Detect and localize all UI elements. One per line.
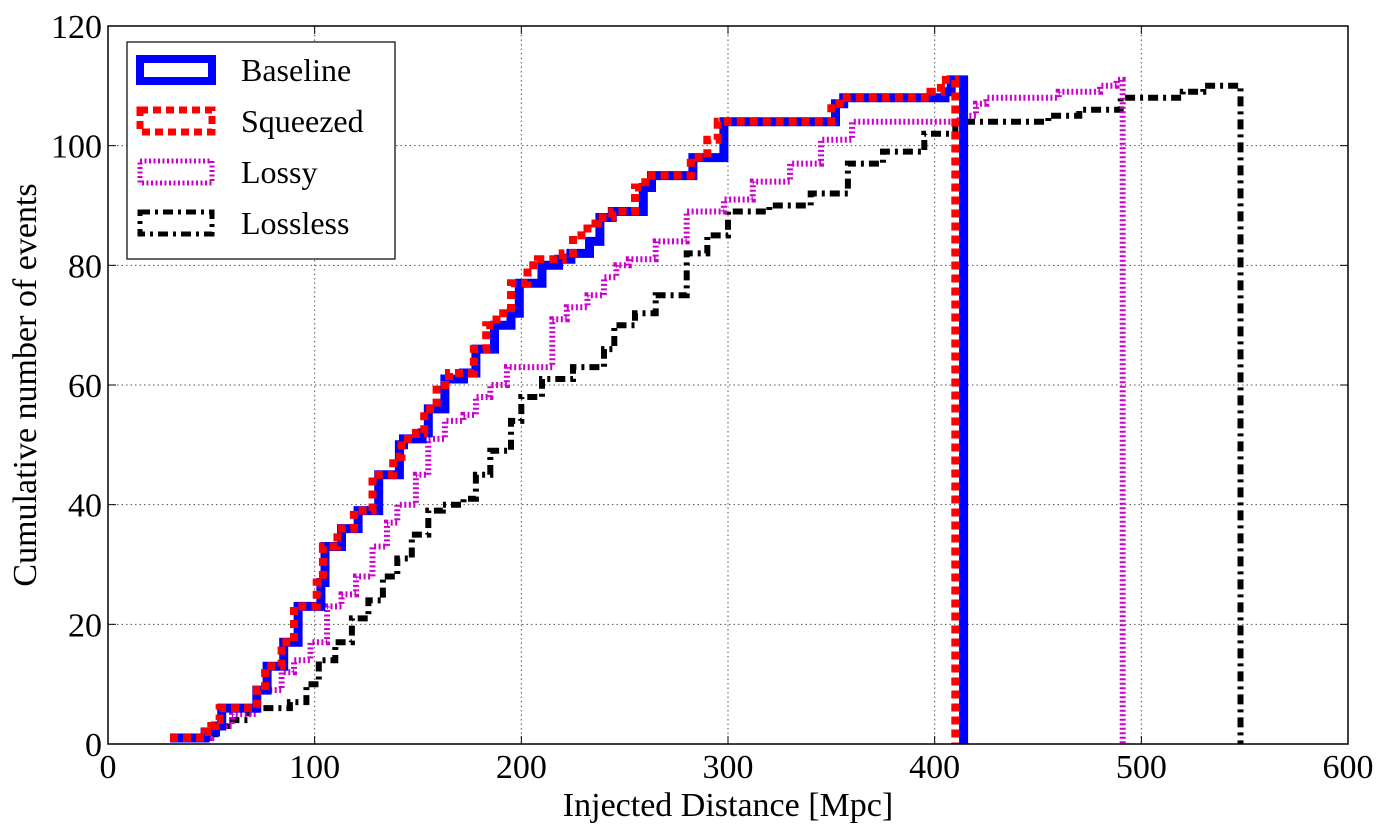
x-tick-label: 400 <box>909 749 960 786</box>
y-tick-label: 20 <box>68 607 102 644</box>
x-axis-title: Injected Distance [Mpc] <box>563 787 893 824</box>
x-tick-label: 200 <box>496 749 547 786</box>
x-tick-label: 600 <box>1323 749 1374 786</box>
y-tick-label: 100 <box>51 129 102 166</box>
series-line-lossless <box>178 82 1244 744</box>
legend-swatch-lossless <box>137 209 215 237</box>
y-tick-label: 0 <box>85 727 102 764</box>
series-layer <box>170 75 1244 744</box>
legend-label-lossy: Lossy <box>241 154 317 190</box>
legend-label-baseline: Baseline <box>241 52 351 88</box>
series-line-squeezed <box>170 75 960 744</box>
y-tick-label: 120 <box>51 9 102 46</box>
x-tick-label: 500 <box>1116 749 1167 786</box>
ticks: 0 100 200 300 400 500 600 0 20 40 60 80 100 120 <box>51 9 1374 786</box>
legend-label-lossless: Lossless <box>241 205 349 241</box>
y-tick-label: 40 <box>68 488 102 525</box>
x-tick-label: 300 <box>703 749 754 786</box>
x-tick-label: 100 <box>289 749 340 786</box>
legend: Baseline Squeezed Lossy Lossless <box>126 41 396 260</box>
legend-label-squeezed: Squeezed <box>241 103 364 139</box>
y-axis-title: Cumulative number of events <box>7 183 44 586</box>
legend-swatch-baseline <box>136 55 216 85</box>
legend-swatch-squeezed <box>136 106 216 136</box>
x-tick-label: 0 <box>100 749 117 786</box>
legend-swatch-lossy <box>137 158 215 186</box>
y-tick-label: 80 <box>68 248 102 285</box>
y-tick-label: 60 <box>68 368 102 405</box>
